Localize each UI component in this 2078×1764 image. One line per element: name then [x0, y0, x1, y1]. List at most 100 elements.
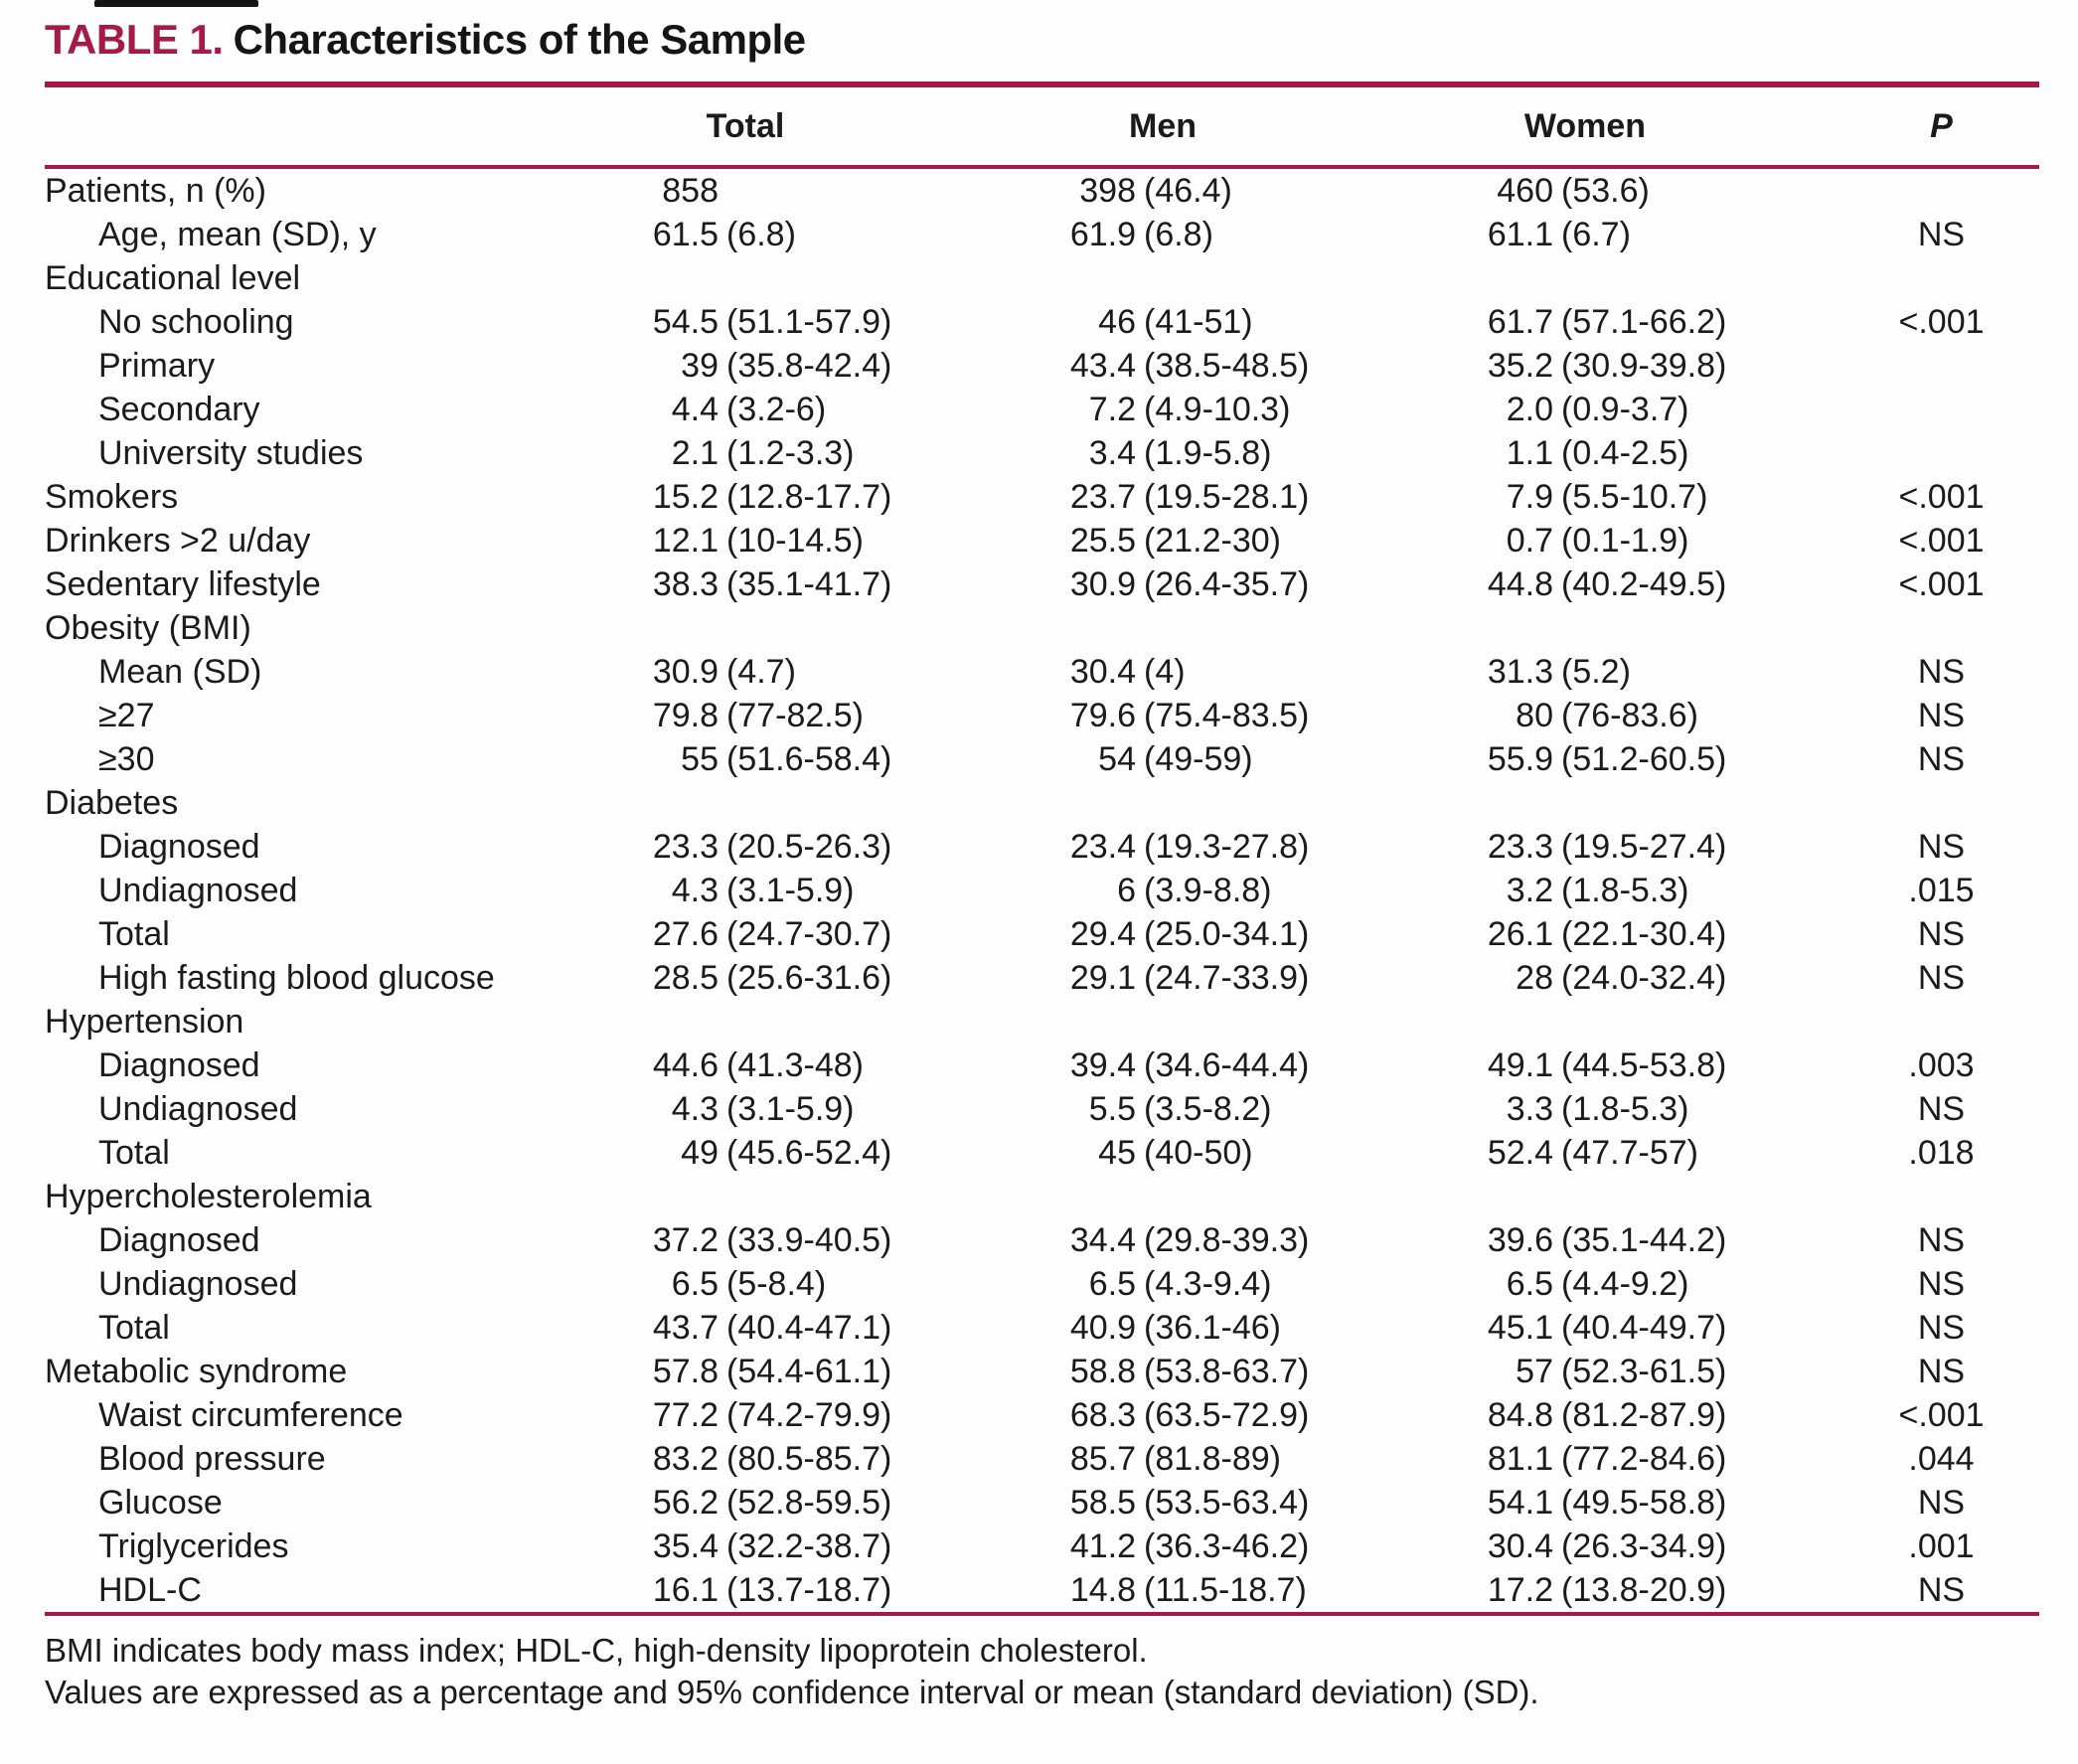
cell-p-value: .003: [1908, 1046, 1975, 1084]
cell-men: 23.7 (19.5-28.1): [999, 475, 1416, 519]
cell-total: 39 (35.8-42.4): [581, 344, 999, 388]
characteristics-table: Total Men Women P Patients, n (%) 858 398(…: [45, 81, 2039, 1616]
confidence-interval: (63.5-72.9): [1144, 1396, 1310, 1434]
cell-men: 45 (40-50): [999, 1131, 1416, 1175]
value-number: 30.9: [1069, 565, 1136, 603]
cell-p-value: NS: [1917, 1265, 1966, 1303]
cell-women: [1416, 256, 1843, 300]
cell-men: 40.9 (36.1-46): [999, 1306, 1416, 1350]
table-row: University studies 2.1 (1.2-3.3) 3.4 (1.9-5.…: [45, 431, 2039, 475]
confidence-interval: (13.8-20.9): [1561, 1571, 1727, 1609]
cell-women: 55.9 (51.2-60.5): [1416, 737, 1843, 781]
table-row: Blood pressure 83.2 (80.5-85.7) 85.7 (81.8-8…: [45, 1437, 2039, 1481]
cell-men: 30.9 (26.4-35.7): [999, 562, 1416, 606]
cell-p-value: NS: [1917, 959, 1966, 997]
row-label: Diagnosed: [98, 1046, 260, 1084]
footnote-values: Values are expressed as a percentage and…: [45, 1674, 1539, 1710]
confidence-interval: (13.7-18.7): [726, 1571, 892, 1609]
value-number: 35.2: [1487, 347, 1553, 385]
confidence-interval: (74.2-79.9): [726, 1396, 892, 1434]
cell-women: 39.6 (35.1-44.2): [1416, 1218, 1843, 1262]
cell-p-value: <.001: [1898, 1396, 1985, 1434]
value-number: 39.6: [1487, 1221, 1553, 1259]
cell-total: 44.6 (41.3-48): [581, 1043, 999, 1087]
cell-women: 54.1 (49.5-58.8): [1416, 1481, 1843, 1524]
cell-p-value: .001: [1908, 1527, 1975, 1565]
value-number: 460: [1497, 172, 1553, 210]
value-number: 0.7: [1506, 522, 1553, 560]
value-number: 55.9: [1487, 740, 1553, 778]
cell-p-value: [1843, 344, 2039, 388]
confidence-interval: (24.0-32.4): [1561, 959, 1727, 997]
value-number: 79.8: [652, 697, 719, 734]
cell-total: [581, 256, 999, 300]
value-number: 29.4: [1069, 915, 1136, 953]
confidence-interval: (41-51): [1144, 303, 1253, 341]
table-row: Waist circumference 77.2 (74.2-79.9) 68.3 (6…: [45, 1393, 2039, 1437]
row-label: Undiagnosed: [98, 1090, 298, 1128]
cell-women: 57 (52.3-61.5): [1416, 1350, 1843, 1393]
table-row: Total 49 (45.6-52.4) 45 (40-50) 52.4 (47.7-57)…: [45, 1131, 2039, 1175]
value-number: 44.8: [1487, 565, 1553, 603]
cell-total: [581, 1175, 999, 1218]
table-row: High fasting blood glucose 28.5 (25.6-31.6…: [45, 956, 2039, 1000]
confidence-interval: (11.5-18.7): [1144, 1571, 1307, 1609]
value-number: 37.2: [652, 1221, 719, 1259]
column-header-men: Men: [999, 84, 1416, 169]
table-row: Hypercholesterolemia: [45, 1175, 2039, 1218]
value-number: 43.7: [652, 1309, 719, 1347]
confidence-interval: (10-14.5): [726, 522, 864, 560]
cell-men: 34.4 (29.8-39.3): [999, 1218, 1416, 1262]
cell-women: 2.0 (0.9-3.7): [1416, 388, 1843, 431]
confidence-interval: (36.1-46): [1144, 1309, 1281, 1347]
cell-p-value: NS: [1917, 216, 1966, 253]
confidence-interval: (49.5-58.8): [1561, 1484, 1727, 1522]
confidence-interval: (35.8-42.4): [726, 347, 892, 385]
cell-p-value: [1843, 388, 2039, 431]
cell-men: 61.9 (6.8): [999, 213, 1416, 256]
cell-p-value: NS: [1917, 697, 1966, 734]
table-row: Diagnosed 23.3 (20.5-26.3) 23.4 (19.3-27.8) 2…: [45, 825, 2039, 869]
cell-women: 460 (53.6): [1416, 167, 1843, 213]
value-number: 55: [681, 740, 719, 778]
confidence-interval: (26.4-35.7): [1144, 565, 1310, 603]
cell-total: 37.2 (33.9-40.5): [581, 1218, 999, 1262]
cell-p-value: NS: [1917, 740, 1966, 778]
value-number: 39: [681, 347, 719, 385]
cell-total: 43.7 (40.4-47.1): [581, 1306, 999, 1350]
cell-total: 56.2 (52.8-59.5): [581, 1481, 999, 1524]
value-number: 26.1: [1487, 915, 1553, 953]
value-number: 45.1: [1487, 1309, 1553, 1347]
value-number: 6.5: [1088, 1265, 1136, 1303]
cell-total: 27.6 (24.7-30.7): [581, 912, 999, 956]
confidence-interval: (46.4): [1144, 172, 1232, 210]
cell-women: 30.4 (26.3-34.9): [1416, 1524, 1843, 1568]
table-body: Patients, n (%) 858 398 (46.4) 460 (53.6) Age,…: [45, 167, 2039, 1614]
cell-p-value: NS: [1917, 1309, 1966, 1347]
table-row: Metabolic syndrome 57.8 (54.4-61.1) 58.8 (53…: [45, 1350, 2039, 1393]
cell-men: 25.5 (21.2-30): [999, 519, 1416, 562]
confidence-interval: (81.2-87.9): [1561, 1396, 1727, 1434]
cell-total: 12.1 (10-14.5): [581, 519, 999, 562]
cell-total: 2.1 (1.2-3.3): [581, 431, 999, 475]
value-number: 38.3: [652, 565, 719, 603]
value-number: 858: [662, 172, 719, 210]
value-number: 23.7: [1069, 478, 1136, 516]
table-row: Undiagnosed 4.3 (3.1-5.9) 6 (3.9-8.8) 3.2 (1.8…: [45, 869, 2039, 912]
confidence-interval: (6.8): [726, 216, 796, 253]
cell-men: 7.2 (4.9-10.3): [999, 388, 1416, 431]
cell-total: 61.5 (6.8): [581, 213, 999, 256]
cell-p-value: NS: [1917, 1571, 1966, 1609]
table-row: Glucose 56.2 (52.8-59.5) 58.5 (53.5-63.4) 54.…: [45, 1481, 2039, 1524]
table-row: Drinkers >2 u/day 12.1 (10-14.5) 25.5 (21.2-…: [45, 519, 2039, 562]
confidence-interval: (53.6): [1561, 172, 1650, 210]
cell-women: 3.3 (1.8-5.3): [1416, 1087, 1843, 1131]
value-number: 23.3: [652, 828, 719, 866]
row-label: Diabetes: [45, 784, 179, 822]
row-label: Secondary: [98, 391, 260, 428]
cell-men: [999, 256, 1416, 300]
column-header-women: Women: [1416, 84, 1843, 169]
value-number: 43.4: [1069, 347, 1136, 385]
cell-women: 23.3 (19.5-27.4): [1416, 825, 1843, 869]
cell-total: 57.8 (54.4-61.1): [581, 1350, 999, 1393]
